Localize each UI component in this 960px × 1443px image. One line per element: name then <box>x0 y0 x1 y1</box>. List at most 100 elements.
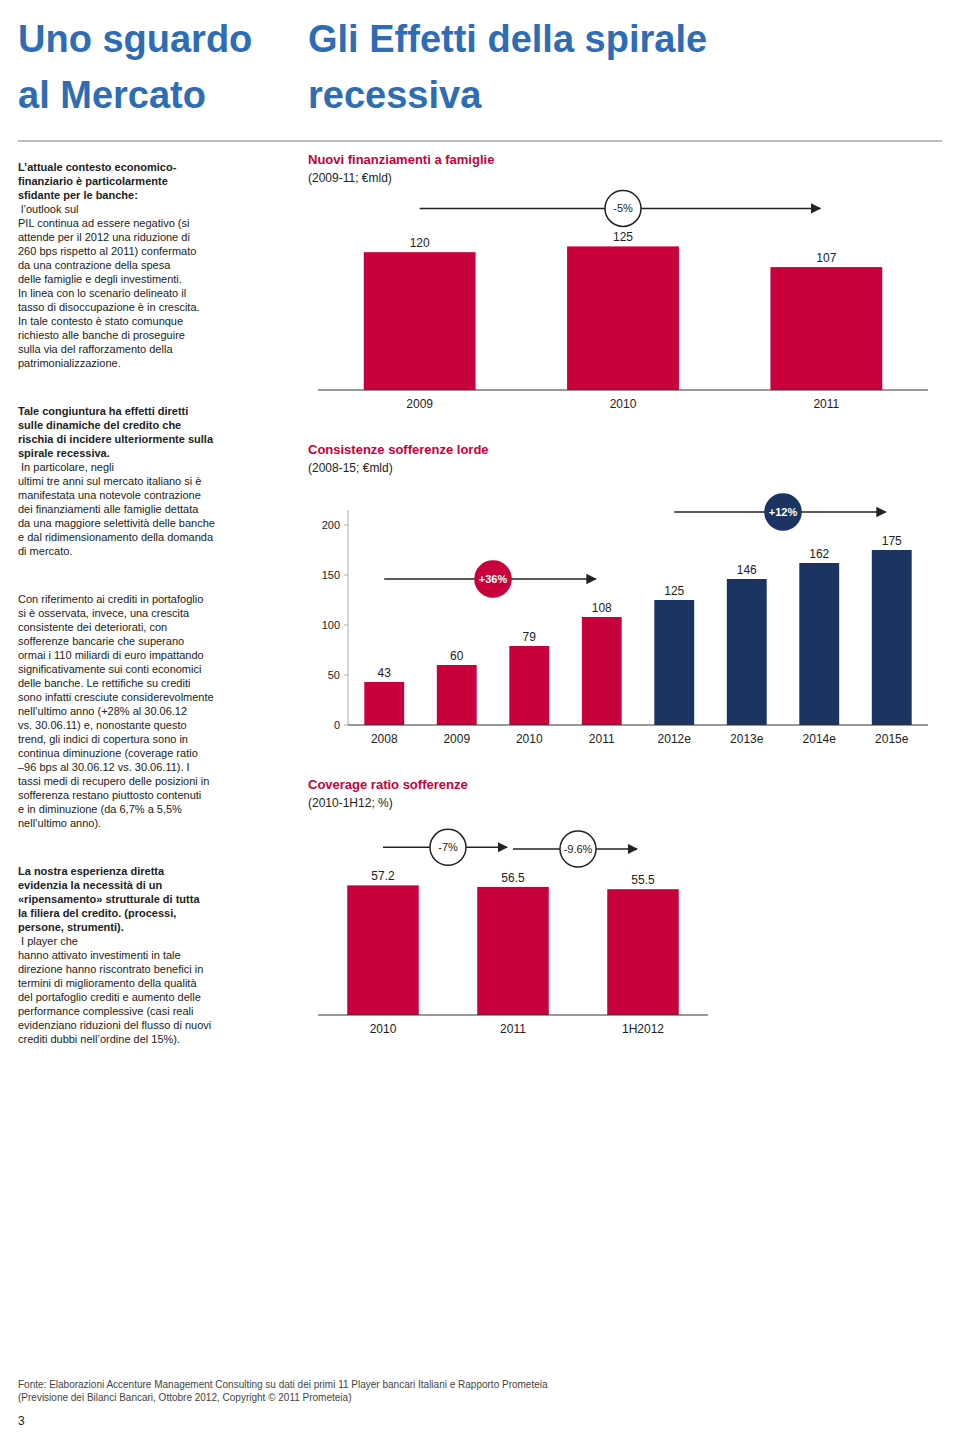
page-number: 3 <box>18 1414 25 1428</box>
paragraph-line: di mercato. <box>18 544 300 558</box>
data-label: 60 <box>450 649 464 663</box>
paragraph-line: direzione hanno riscontrato benefici in <box>18 962 300 976</box>
paragraph-line: sono infatti cresciute considerevolmente <box>18 690 300 704</box>
y-tick <box>344 575 348 576</box>
annotation-label: -9.6% <box>564 843 593 855</box>
paragraph-line: sulla via del rafforzamento della <box>18 342 300 356</box>
title-line: Gli Effetti della spirale <box>308 14 707 64</box>
paragraph: L’attuale contesto economico-finanziario… <box>18 160 300 370</box>
paragraph-line: delle famiglie e degli investimenti. <box>18 272 300 286</box>
annotation-label: +12% <box>769 506 798 518</box>
paragraph-line: In tale contesto è stato comunque <box>18 314 300 328</box>
annotation-circle <box>430 829 466 865</box>
paragraph-line: In linea con lo scenario delineato il <box>18 286 300 300</box>
data-label: 125 <box>613 230 633 244</box>
chart-subtitle: (2009-11; €mld) <box>308 171 392 185</box>
text-column: L’attuale contesto economico-finanziario… <box>18 160 300 1080</box>
data-label: 146 <box>737 563 757 577</box>
paragraph-line: ormai i 110 miliardi di euro impattando <box>18 648 300 662</box>
y-tick <box>344 725 348 726</box>
x-tick-label: 2009 <box>406 397 433 411</box>
bar <box>799 563 839 725</box>
paragraph-lead-line: finanziario è particolarmente <box>18 174 300 188</box>
paragraph-line: 260 bps rispetto al 2011) confermato <box>18 244 300 258</box>
paragraph-line: dei finanziamenti alle famiglie dettata <box>18 502 300 516</box>
paragraph: La nostra esperienza direttaevidenzia la… <box>18 864 300 1046</box>
annotation-circle <box>605 190 641 226</box>
separator <box>18 140 942 142</box>
y-tick-label: 150 <box>322 569 340 581</box>
paragraph-line: nell’ultimo anno). <box>18 816 300 830</box>
paragraph-line: nell’ultimo anno (+28% al 30.06.12 <box>18 704 300 718</box>
paragraph-line: performance complessive (casi reali <box>18 1004 300 1018</box>
y-tick-label: 100 <box>322 619 340 631</box>
paragraph-line: continua diminuzione (coverage ratio <box>18 746 300 760</box>
data-label: 162 <box>809 547 829 561</box>
paragraph-line: trend, gli indici di copertura sono in <box>18 732 300 746</box>
data-label: 125 <box>664 584 684 598</box>
chart-title: Coverage ratio sofferenze <box>308 777 468 792</box>
paragraph-lead-line: L’attuale contesto economico- <box>18 160 300 174</box>
x-axis: 20082009201020112012e2013e2014e2015e <box>371 732 909 746</box>
data-labels: 57.256.555.5 <box>371 869 655 887</box>
bar <box>364 252 476 390</box>
paragraph-line: da una contrazione della spesa <box>18 258 300 272</box>
y-tick <box>344 675 348 676</box>
paragraph: Con riferimento ai crediti in portafogli… <box>18 592 300 830</box>
x-tick-label: 2012e <box>658 732 692 746</box>
data-label: 43 <box>378 666 392 680</box>
page: Uno sguardo al Mercato Gli Effetti della s… <box>0 0 960 1443</box>
data-label: 108 <box>592 601 612 615</box>
paragraph-line: sofferenze bancarie che superano <box>18 634 300 648</box>
paragraph-line: In particolare, negli <box>18 460 300 474</box>
heading-line: Uno sguardo <box>18 14 252 64</box>
paragraph-lead-line: Tale congiuntura ha effetti diretti <box>18 404 300 418</box>
chart-subtitle: (2008-15; €mld) <box>308 461 393 475</box>
paragraph-lead-line: rischia di incidere ulteriormente sulla <box>18 432 300 446</box>
title-line: recessiva <box>308 70 481 120</box>
x-axis: 2009 2010 2011 <box>406 397 839 411</box>
x-axis: 201020111H2012 <box>370 1022 665 1036</box>
paragraph-line: tasso di disoccupazione è in crescita. <box>18 300 300 314</box>
annotations: -7%-9.6% <box>383 829 637 867</box>
x-tick-label: 2010 <box>610 397 637 411</box>
bar <box>477 887 549 1015</box>
annotation-label: +36% <box>479 573 508 585</box>
data-label: 107 <box>816 251 836 265</box>
y-axis: 050100150200 <box>322 510 348 731</box>
annotations: -5% <box>420 190 821 226</box>
x-tick-label: 2015e <box>875 732 909 746</box>
chart-title: Nuovi finanziamenti a famiglie <box>308 152 494 167</box>
paragraph-line: si è osservata, invece, una crescita <box>18 606 300 620</box>
bar <box>607 889 679 1015</box>
paragraph-lead-line: persone, strumenti). <box>18 920 300 934</box>
paragraph-line: consistente dei deteriorati, con <box>18 620 300 634</box>
data-label: 57.2 <box>371 869 395 883</box>
x-tick-label: 2010 <box>516 732 543 746</box>
paragraph-lead-line: sfidante per le banche: <box>18 188 300 202</box>
data-label: 56.5 <box>501 871 525 885</box>
bar <box>437 665 477 725</box>
bar <box>509 646 549 725</box>
x-tick-label: 2011 <box>500 1022 526 1036</box>
paragraph: Tale congiuntura ha effetti direttisulle… <box>18 404 300 558</box>
paragraph-lead-line: la filiera del credito. (processi, <box>18 906 300 920</box>
x-tick-label: 2014e <box>803 732 837 746</box>
paragraph-line: richiesto alle banche di proseguire <box>18 328 300 342</box>
bar <box>567 246 679 390</box>
paragraph-line: sofferenza restano piuttosto contenuti <box>18 788 300 802</box>
paragraph-lead-line: spirale recessiva. <box>18 446 300 460</box>
data-label: 79 <box>523 630 537 644</box>
paragraph-line: Con riferimento ai crediti in portafogli… <box>18 592 300 606</box>
annotations: +36% +12% <box>384 494 886 597</box>
paragraph-line: del portafoglio crediti e aumento delle <box>18 990 300 1004</box>
paragraph-line: manifestata una notevole contrazione <box>18 488 300 502</box>
bars <box>347 885 679 1015</box>
paragraph-line: –96 bps al 30.06.12 vs. 30.06.11). I <box>18 760 300 774</box>
paragraph-line: hanno attivato investimenti in tale <box>18 948 300 962</box>
x-tick-label: 2011 <box>813 397 839 411</box>
paragraph-line: evidenziano riduzioni del flusso di nuov… <box>18 1018 300 1032</box>
y-axis-line <box>348 510 349 725</box>
data-label: 120 <box>410 236 430 250</box>
heading-line: al Mercato <box>18 70 206 120</box>
